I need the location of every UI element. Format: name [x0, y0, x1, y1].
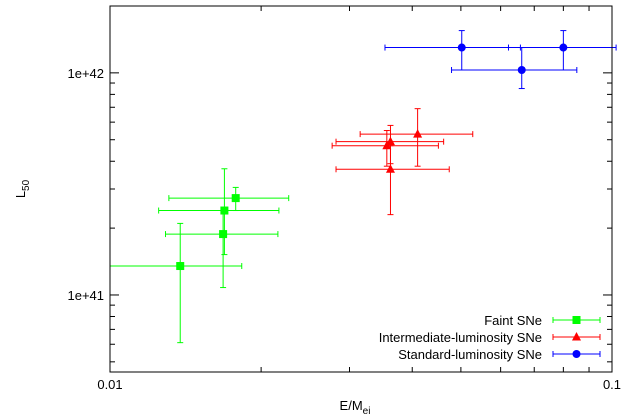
axis-labels: 0.01 0.1 1e+41 1e+42 E/Mei L50 — [13, 66, 621, 417]
y-tick-label: 1e+42 — [67, 66, 104, 81]
legend-label: Faint SNe — [484, 313, 542, 328]
legend: Faint SNe Intermediate-luminosity SNe Stan… — [379, 313, 601, 362]
y-tick-label: 1e+41 — [67, 288, 104, 303]
x-tick-label: 0.01 — [97, 377, 122, 392]
data-point — [220, 206, 229, 215]
data-point — [385, 164, 395, 173]
axes — [109, 5, 613, 373]
legend-label: Intermediate-luminosity SNe — [379, 330, 542, 345]
series-3 — [384, 30, 617, 90]
data-point — [517, 66, 526, 75]
legend-marker — [572, 332, 581, 341]
data-point — [176, 262, 185, 271]
x-axis-label: E/Mei — [340, 398, 371, 417]
data-point — [219, 230, 228, 239]
data-point — [457, 43, 466, 52]
data-point — [413, 129, 423, 138]
legend-label: Standard-luminosity SNe — [398, 347, 542, 362]
x-tick-label: 0.1 — [603, 377, 621, 392]
y-axis-label: L50 — [13, 179, 32, 198]
data-point — [559, 43, 568, 52]
series-2 — [331, 108, 474, 216]
legend-marker — [572, 350, 581, 358]
plot-area — [109, 30, 617, 344]
data-point — [231, 194, 240, 203]
legend-marker — [572, 316, 581, 324]
data-point — [385, 136, 395, 146]
series-1 — [109, 168, 290, 344]
